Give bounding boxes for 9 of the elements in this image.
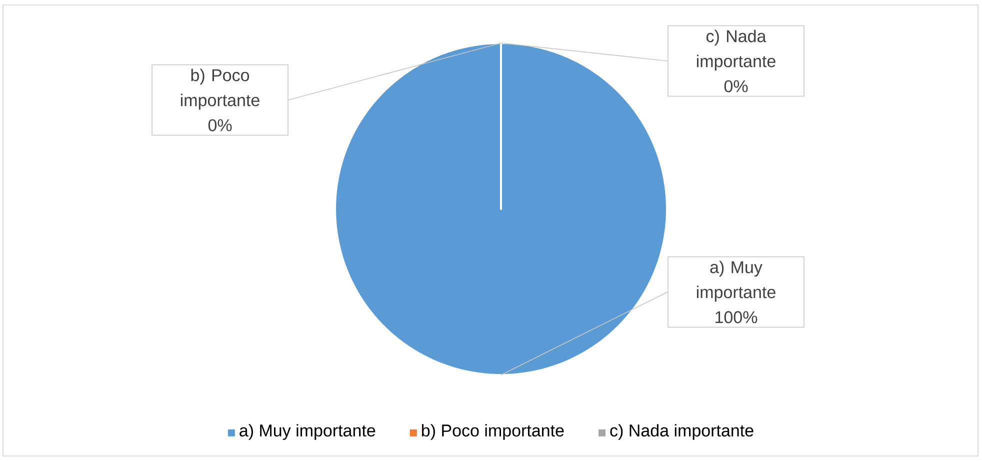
category-label: b) Poco importante: [180, 68, 260, 110]
text: 0%: [208, 119, 232, 132]
legend-label: b) Poco importante: [422, 424, 564, 440]
data-label: 100%: [716, 311, 758, 324]
legend-label: c) Nada importante: [610, 424, 754, 440]
slice-label: a) Muy importante: [696, 260, 776, 302]
text: 0%: [724, 80, 748, 92]
category-label: c) Nada importante: [696, 30, 776, 71]
legend-label: a) Muy importante: [240, 424, 376, 440]
